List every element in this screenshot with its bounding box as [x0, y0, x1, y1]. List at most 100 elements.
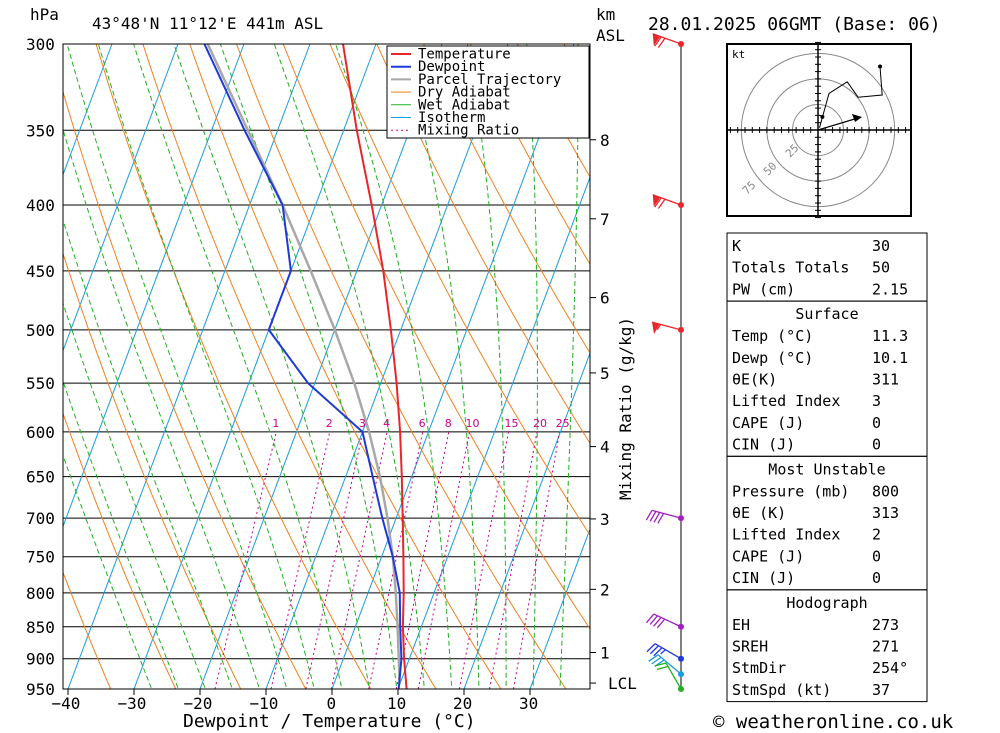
isotherm-line — [67, 44, 311, 689]
wind-barb — [652, 33, 684, 48]
height-unit-label: km — [596, 5, 615, 24]
mixing-ratio-label: 10 — [466, 417, 480, 430]
wet-adiabat — [66, 44, 288, 689]
dry-adiabat — [63, 411, 177, 689]
index-label: Temp (°C) — [732, 327, 813, 345]
plot-frame — [62, 43, 591, 690]
mixing-ratio-line — [458, 431, 509, 689]
mixing-ratio-label: 3 — [359, 417, 366, 430]
mixing-ratio-label: 25 — [556, 417, 570, 430]
mixing-ratio-line — [512, 431, 561, 689]
index-label: CAPE (J) — [732, 414, 804, 432]
x-axis-label: Dewpoint / Temperature (°C) — [183, 711, 476, 732]
index-value: 0 — [872, 436, 881, 454]
isotherm-line — [397, 175, 590, 689]
wet-adiabat — [133, 44, 343, 689]
isotherm-line — [63, 44, 245, 528]
mixing-ratio-label: 6 — [419, 417, 426, 430]
indices-block-title: Surface — [795, 305, 858, 323]
isotherm-line — [133, 44, 377, 689]
index-label: θE(K) — [732, 371, 777, 389]
wet-adiabat — [173, 44, 370, 689]
mixing-ratio-label: 15 — [504, 417, 518, 430]
dry-adiabat — [469, 44, 590, 266]
mixing-ratio-label: 20 — [533, 417, 547, 430]
axes: 1 2 3 4 6 8 10 15 20 2530035040045050055060065070… — [26, 35, 637, 713]
location-title: 43°48'N 11°12'E 441m ASL — [92, 14, 323, 33]
pressure-unit-label: hPa — [30, 5, 59, 24]
index-label: θE (K) — [732, 504, 786, 522]
dry-adiabat — [282, 44, 590, 630]
index-label: CAPE (J) — [732, 547, 804, 565]
pressure-tick-label: 800 — [26, 584, 55, 603]
profile-curves — [203, 44, 408, 689]
index-label: Pressure (mb) — [732, 482, 849, 500]
mixing-ratio-axis-label: Mixing Ratio (g/kg) — [616, 317, 635, 500]
index-value: 273 — [872, 616, 899, 634]
x-tick-label: −10 — [250, 694, 279, 713]
wind-barb — [648, 654, 684, 678]
wet-adiabat — [63, 454, 153, 689]
hodograph-top-point — [878, 64, 883, 69]
mixing-ratio-line — [330, 431, 388, 689]
index-value: 0 — [872, 569, 881, 587]
pressure-tick-label: 950 — [26, 680, 55, 699]
pressure-tick-label: 750 — [26, 548, 55, 567]
wind-barb — [654, 662, 684, 692]
dry-adiabat — [423, 44, 590, 354]
dry-adiabat — [63, 252, 242, 689]
mixing-ratio-line — [489, 431, 538, 689]
index-value: 10.1 — [872, 349, 908, 367]
indices-block: Surface Temp (°C) 11.3 Dewp (°C) 10.1 θE(K) 31… — [726, 300, 928, 457]
dry-adiabat — [63, 90, 307, 689]
index-label: SREH — [732, 638, 768, 656]
index-value: 30 — [872, 237, 890, 255]
wet-adiabat — [526, 44, 538, 689]
index-label: CIN (J) — [732, 569, 795, 587]
mixing-ratio-label: 1 — [272, 417, 279, 430]
height-tick-label: 8 — [600, 131, 610, 150]
mixing-ratio-label: 2 — [326, 417, 333, 430]
dry-adiabat — [95, 44, 372, 689]
index-label: Lifted Index — [732, 526, 840, 544]
pressure-tick-label: 400 — [26, 196, 55, 215]
legend-label: Dry Adiabat — [418, 85, 511, 101]
pressure-tick-label: 300 — [26, 35, 55, 54]
wet-adiabat — [466, 44, 507, 689]
wet-adiabat — [97, 44, 315, 689]
pressure-tick-label: 900 — [26, 650, 55, 669]
mixing-ratio-line — [214, 431, 277, 689]
pressure-tick-label: 850 — [26, 618, 55, 637]
pressure-tick-label: 550 — [26, 374, 55, 393]
mixing-ratio-line — [417, 431, 471, 689]
height-tick-label: 2 — [600, 580, 610, 599]
dry-adiabat — [329, 44, 590, 537]
height-unit-label-2: ASL — [596, 26, 625, 45]
storm-motion-arrow — [817, 117, 859, 131]
mixing-ratio-line — [368, 431, 424, 689]
wet-adiabat — [559, 44, 579, 689]
x-tick-label: 0 — [327, 694, 337, 713]
wet-adiabat — [401, 44, 480, 689]
indices-block: K 30 Totals Totals 50 PW (cm) 2.15 — [726, 232, 928, 302]
dry-adiabat — [376, 44, 590, 445]
dry-adiabat — [189, 44, 502, 689]
x-tick-label: 20 — [453, 694, 472, 713]
index-value: 800 — [872, 482, 899, 500]
parcel-trajectory-series — [206, 44, 401, 684]
index-label: Lifted Index — [732, 392, 840, 410]
height-tick-label: LCL — [608, 674, 637, 693]
pressure-tick-label: 600 — [26, 423, 55, 442]
index-label: CIN (J) — [732, 436, 795, 454]
dry-adiabat — [235, 44, 567, 689]
height-tick-label: 3 — [600, 510, 610, 529]
pressure-tick-label: 650 — [26, 468, 55, 487]
legend-label: Temperature — [418, 47, 511, 63]
isotherm-line — [265, 44, 509, 689]
indices-block: Most Unstable Pressure (mb) 800 θE (K) 313 Li… — [726, 455, 928, 591]
index-value: 311 — [872, 371, 899, 389]
